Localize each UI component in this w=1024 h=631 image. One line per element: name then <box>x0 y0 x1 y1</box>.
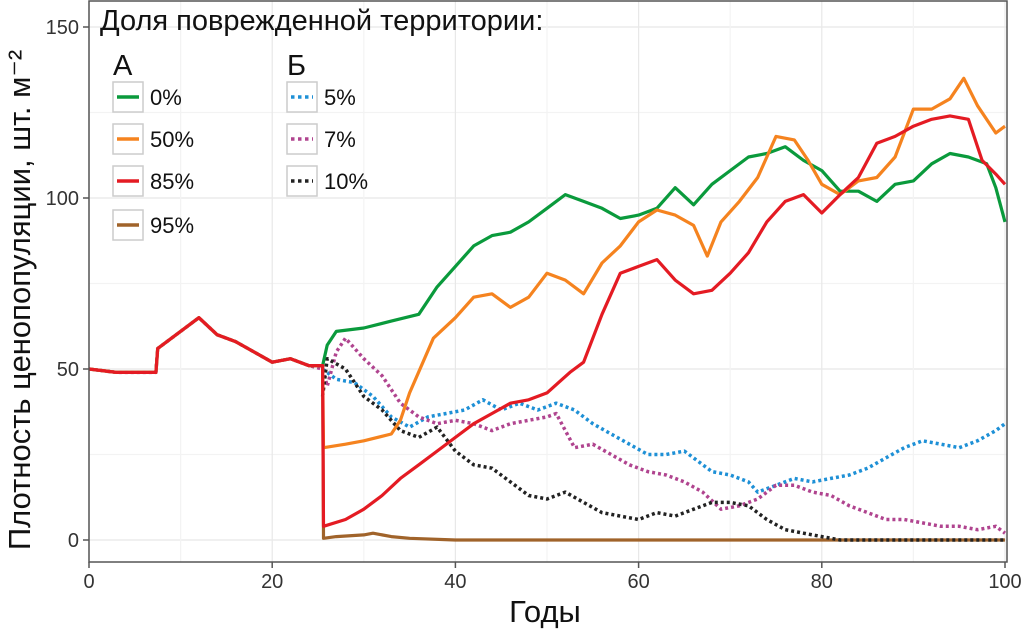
x-tick-label: 0 <box>83 571 94 593</box>
legend-label: 0% <box>150 85 182 110</box>
y-tick-label: 50 <box>57 359 79 381</box>
x-tick-label: 80 <box>811 571 833 593</box>
x-tick-label: 20 <box>261 571 283 593</box>
legend-label: 85% <box>150 169 194 194</box>
y-axis: 0 50 100 150 <box>46 17 89 552</box>
legend-label: 7% <box>324 127 356 152</box>
x-tick-label: 60 <box>627 571 649 593</box>
legend-label: 5% <box>324 85 356 110</box>
legend-label: 50% <box>150 127 194 152</box>
series-line-10pct <box>320 356 1005 542</box>
legend-label: 10% <box>324 169 368 194</box>
x-tick-label: 40 <box>444 571 466 593</box>
y-tick-label: 150 <box>46 17 79 39</box>
series-line-5pct <box>321 367 1007 494</box>
x-axis-label: Годы <box>509 594 581 629</box>
x-tick-label: 100 <box>988 571 1021 593</box>
y-tick-label: 100 <box>46 188 79 210</box>
plot-frame <box>88 0 1008 563</box>
y-axis-label: Плотность ценопопуляции, шт. м⁻² <box>2 50 37 550</box>
legend: Доля поврежденной территории: А Б 0% 50% 8… <box>100 5 543 241</box>
legend-group-b-label: Б <box>287 50 306 82</box>
x-axis: 0 20 40 60 80 100 <box>83 562 1022 593</box>
legend-label: 95% <box>150 213 194 238</box>
legend-group-a-label: А <box>113 50 133 82</box>
series-line-85pct <box>88 114 1007 528</box>
grid <box>88 1 1007 562</box>
legend-title: Доля поврежденной территории: <box>100 5 543 37</box>
y-tick-label: 0 <box>68 530 79 552</box>
series-lines <box>88 76 1007 542</box>
